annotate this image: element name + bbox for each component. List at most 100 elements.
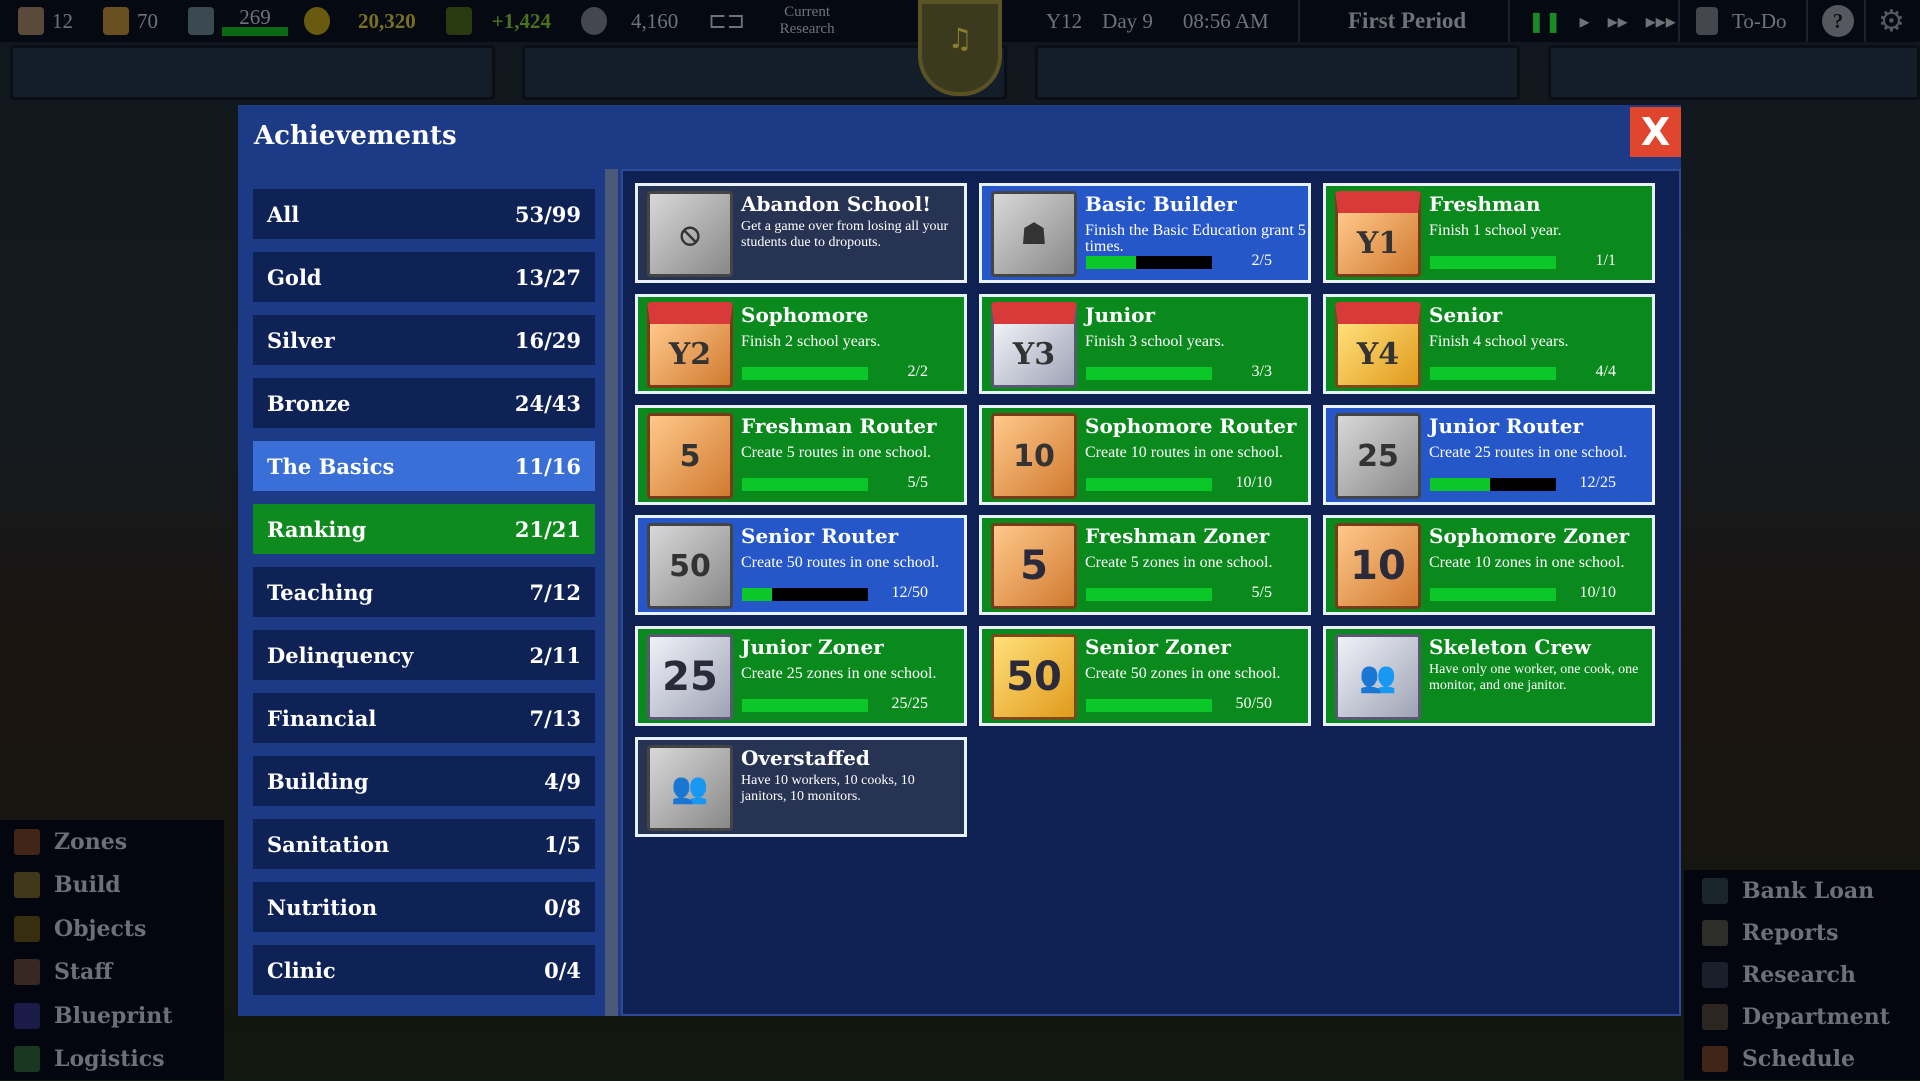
menu-logistics[interactable]: Logistics — [14, 1038, 224, 1081]
logistics-icon — [14, 1046, 40, 1072]
background-panel — [1548, 45, 1920, 100]
achievement-progress-bar — [742, 367, 868, 380]
achievement-description: Finish the Basic Education grant 5 times… — [1085, 223, 1313, 255]
progress-fill — [1086, 478, 1212, 491]
current-research-button[interactable]: ⊏⊐Current Research — [708, 4, 847, 38]
progress-fill — [1430, 478, 1490, 491]
achievement-description: Have 10 workers, 10 cooks, 10 janitors, … — [741, 773, 963, 805]
menu-bank-loan[interactable]: Bank Loan — [1702, 870, 1920, 912]
achievement-count: 10/10 — [1580, 584, 1616, 602]
category-count: 0/4 — [544, 958, 581, 983]
route-icon: 10 — [991, 413, 1077, 499]
category-count: 53/99 — [515, 202, 581, 227]
menu-label: Schedule — [1742, 1046, 1855, 1072]
achievement-count: 5/5 — [1252, 584, 1272, 602]
achievement-description: Create 5 zones in one school. — [1085, 555, 1313, 571]
category-label: Building — [267, 769, 369, 794]
menu-blueprint[interactable]: Blueprint — [14, 994, 224, 1038]
menu-schedule[interactable]: Schedule — [1702, 1038, 1920, 1080]
achievement-progress-bar — [1086, 478, 1212, 491]
achievement-card[interactable]: ⦸Abandon School!Get a game over from los… — [635, 183, 967, 283]
category-scrollbar[interactable] — [605, 169, 618, 1016]
progress-fill — [742, 478, 868, 491]
route-icon: 50 — [647, 523, 733, 609]
achievement-progress-bar — [742, 478, 868, 491]
close-button[interactable]: X — [1630, 107, 1681, 157]
menu-build[interactable]: Build — [14, 864, 224, 908]
menu-label: Logistics — [54, 1046, 165, 1072]
category-count: 24/43 — [515, 391, 581, 416]
calendar-icon: Y4 — [1335, 302, 1421, 388]
income-icon — [446, 7, 472, 35]
menu-department[interactable]: Department — [1702, 996, 1920, 1038]
play-icon[interactable]: ▸ — [1580, 9, 1590, 33]
menu-label: Research — [1742, 962, 1856, 988]
achievement-title: Sophomore Zoner — [1429, 524, 1629, 548]
menu-objects[interactable]: Objects — [14, 907, 224, 951]
achievement-description: Get a game over from losing all your stu… — [741, 219, 963, 251]
settings-gear-icon[interactable]: ⚙ — [1878, 4, 1905, 39]
achievement-progress-bar — [1086, 699, 1212, 712]
progress-fill — [1086, 588, 1212, 601]
category-label: Ranking — [267, 517, 366, 542]
help-icon[interactable]: ? — [1822, 5, 1854, 37]
achievement-count: 4/4 — [1596, 363, 1616, 381]
menu-reports[interactable]: Reports — [1702, 912, 1920, 954]
staff-group-icon: 👥 — [647, 745, 733, 831]
clock: 08:56 AM — [1183, 9, 1269, 34]
menu-zones[interactable]: Zones — [14, 820, 224, 864]
menu-staff[interactable]: Staff — [14, 951, 224, 995]
achievement-description: Create 50 routes in one school. — [741, 555, 969, 571]
category-label: Delinquency — [267, 643, 413, 668]
progress-fill — [1430, 367, 1556, 380]
todo-button[interactable]: To-Do — [1696, 7, 1787, 35]
school-crest-logo[interactable]: ♫ — [918, 0, 1002, 96]
reputation-icon — [581, 7, 607, 35]
student-icon — [18, 7, 44, 35]
schedule-icon — [1702, 1046, 1728, 1072]
staff-group-icon: 👥 — [1335, 634, 1421, 720]
achievement-title: Sophomore — [741, 303, 868, 327]
menu-research[interactable]: Research — [1702, 954, 1920, 996]
calendar-icon: Y2 — [647, 302, 733, 388]
category-count: 0/8 — [544, 895, 581, 920]
pause-icon[interactable]: ❚❚ — [1528, 9, 1562, 33]
reports-icon — [1702, 920, 1728, 946]
menu-label: Bank Loan — [1742, 878, 1874, 904]
achievement-count: 12/25 — [1580, 474, 1616, 492]
progress-fill — [742, 699, 868, 712]
fast-forward-icon[interactable]: ▸▸ — [1608, 9, 1628, 33]
fastest-icon[interactable]: ▸▸▸ — [1646, 9, 1676, 33]
achievement-count: 10/10 — [1236, 474, 1272, 492]
progress-fill — [742, 367, 868, 380]
